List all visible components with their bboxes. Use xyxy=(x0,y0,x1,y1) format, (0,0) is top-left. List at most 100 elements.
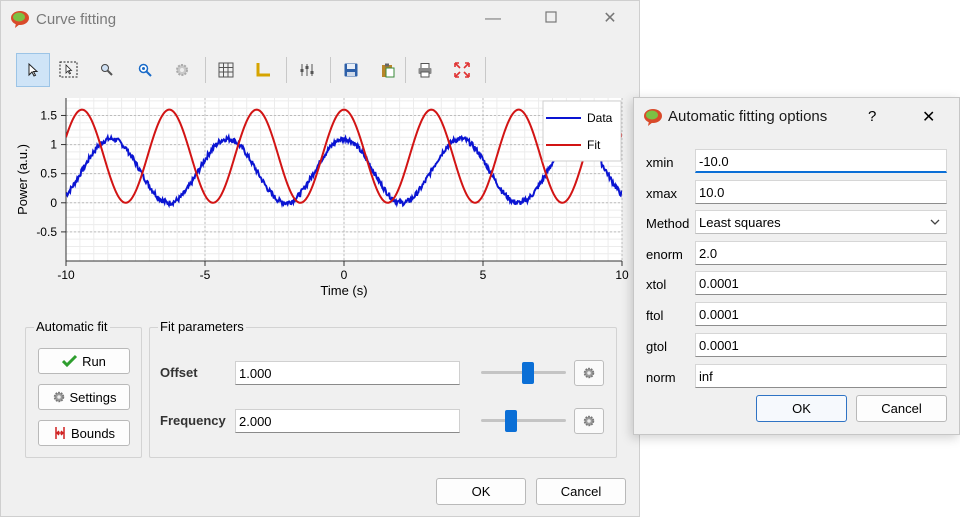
x-tick-label: 5 xyxy=(480,268,487,282)
toolbar-separator xyxy=(205,57,206,83)
gear-icon xyxy=(583,367,595,379)
frequency-slider-track xyxy=(481,419,566,422)
norm-field[interactable]: inf xyxy=(695,364,947,388)
run-label: Run xyxy=(82,353,106,369)
data-series-line xyxy=(66,132,622,209)
offset-settings-button[interactable] xyxy=(574,360,604,386)
fullscreen-button[interactable] xyxy=(445,53,479,87)
xtol-field[interactable]: 0.0001 xyxy=(695,271,947,295)
save-button[interactable] xyxy=(334,53,368,87)
enorm-field[interactable]: 2.0 xyxy=(695,241,947,265)
xmin-label: xmin xyxy=(646,155,674,170)
fit-plot[interactable]: -10 -5 0 5 10 -0.5 0 0.5 1 1.5 Time (s) Power (a.u.… xyxy=(11,93,636,303)
y-tick-label: 1 xyxy=(50,138,57,152)
floppy-disk-icon xyxy=(344,63,358,77)
print-button[interactable] xyxy=(408,53,442,87)
xmax-field[interactable]: 10.0 xyxy=(695,180,947,204)
enorm-label: enorm xyxy=(646,247,683,262)
curve-fitting-window: Curve fitting — ✕ xyxy=(0,0,640,517)
gear-icon xyxy=(583,415,595,427)
x-tick-label: 0 xyxy=(341,268,348,282)
axes-icon xyxy=(256,63,270,77)
chevron-down-icon xyxy=(930,219,940,225)
grid-button[interactable] xyxy=(209,53,243,87)
frequency-slider[interactable] xyxy=(504,410,517,432)
dialog-ok-button[interactable]: OK xyxy=(756,395,847,422)
ok-button[interactable]: OK xyxy=(436,478,526,505)
y-tick-label: 0 xyxy=(50,196,57,210)
y-tick-label: -0.5 xyxy=(36,225,57,239)
x-tick-label: -5 xyxy=(200,268,211,282)
app-logo-icon xyxy=(644,109,662,126)
norm-label: norm xyxy=(646,370,676,385)
grid-icon xyxy=(218,62,234,78)
fit-params-button[interactable] xyxy=(290,53,324,87)
ftol-field[interactable]: 0.0001 xyxy=(695,302,947,326)
toolbar xyxy=(13,51,493,89)
xtol-label: xtol xyxy=(646,277,667,292)
pointer-tool-button[interactable] xyxy=(16,53,50,87)
xmin-field[interactable]: -10.0 xyxy=(695,149,947,173)
gear-icon xyxy=(53,391,64,403)
cancel-button[interactable]: Cancel xyxy=(536,478,626,505)
sliders-icon xyxy=(300,64,314,76)
frequency-field[interactable]: 2.000 xyxy=(235,409,460,433)
magnifier-icon xyxy=(101,64,113,76)
expand-icon xyxy=(454,62,470,78)
automatic-fit-group: Automatic fit Run Settings Bounds xyxy=(25,319,142,458)
paste-button[interactable] xyxy=(371,53,405,87)
fit-parameters-group: Fit parameters Offset 1.000 Frequency 2.… xyxy=(149,319,617,458)
printer-icon xyxy=(418,63,432,78)
clipboard-icon xyxy=(382,63,395,78)
zoom-fit-icon xyxy=(138,63,152,77)
automatic-fitting-options-dialog: Automatic fitting options ? ✕ xmin -10.0… xyxy=(633,97,960,435)
zoom-rectangle-button[interactable] xyxy=(52,53,86,87)
settings-label: Settings xyxy=(69,389,117,405)
zoom-fit-button[interactable] xyxy=(128,53,162,87)
app-logo-icon xyxy=(11,11,29,28)
automatic-fit-title: Automatic fit xyxy=(34,319,110,334)
minimize-icon[interactable]: — xyxy=(485,10,501,27)
help-icon[interactable]: ? xyxy=(868,108,877,125)
close-icon[interactable]: ✕ xyxy=(922,109,936,126)
maximize-icon[interactable] xyxy=(541,9,561,29)
frequency-settings-button[interactable] xyxy=(574,408,604,434)
toolbar-separator xyxy=(485,57,486,83)
axes-button[interactable] xyxy=(246,53,280,87)
offset-field[interactable]: 1.000 xyxy=(235,361,460,385)
select-rectangle-icon xyxy=(59,61,78,78)
cursor-icon xyxy=(28,62,39,77)
frequency-label: Frequency xyxy=(160,413,226,428)
run-button[interactable]: Run xyxy=(38,348,130,374)
x-axis-label: Time (s) xyxy=(320,283,367,298)
toolbar-separator xyxy=(405,57,406,83)
dialog-title: Automatic fitting options xyxy=(668,108,828,125)
dialog-cancel-button[interactable]: Cancel xyxy=(856,395,947,422)
fit-series-line xyxy=(66,108,622,204)
y-tick-label: 1.5 xyxy=(40,108,57,122)
method-label: Method xyxy=(646,216,690,231)
offset-slider[interactable] xyxy=(521,362,534,384)
bounds-button[interactable]: Bounds xyxy=(38,420,130,446)
settings-button[interactable]: Settings xyxy=(38,384,130,410)
x-tick-label: 10 xyxy=(615,268,629,282)
gtol-label: gtol xyxy=(646,339,667,354)
toolbar-separator xyxy=(286,57,287,83)
zoom-button[interactable] xyxy=(90,53,124,87)
window-title: Curve fitting xyxy=(36,11,117,28)
x-tick-label: -10 xyxy=(57,268,75,282)
title-bar: Curve fitting — ✕ xyxy=(1,1,639,37)
bounds-icon xyxy=(55,427,65,439)
method-select[interactable]: Least squares xyxy=(695,210,947,234)
offset-label: Offset xyxy=(160,365,198,380)
legend-fit-label: Fit xyxy=(587,138,601,152)
gtol-field[interactable]: 0.0001 xyxy=(695,333,947,357)
toolbar-separator xyxy=(330,57,331,83)
y-tick-label: 0.5 xyxy=(40,167,57,181)
ftol-label: ftol xyxy=(646,308,664,323)
gear-icon xyxy=(176,64,188,76)
close-icon[interactable]: ✕ xyxy=(603,10,617,27)
settings-tool-button[interactable] xyxy=(165,53,199,87)
xmax-label: xmax xyxy=(646,186,678,201)
legend-box xyxy=(542,100,622,162)
